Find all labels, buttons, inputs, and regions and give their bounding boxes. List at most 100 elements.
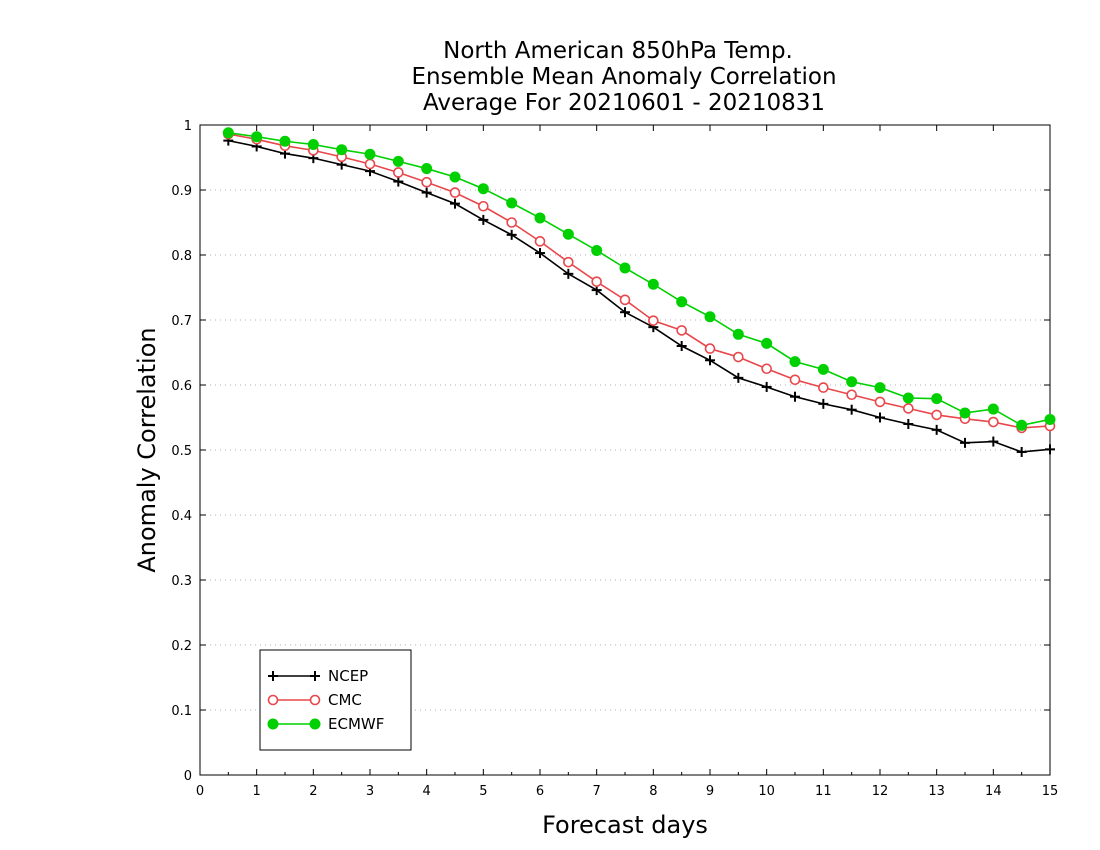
cmc-point-22 bbox=[846, 389, 857, 401]
legend-marker-start bbox=[267, 694, 279, 706]
x-tick-label: 10 bbox=[758, 784, 775, 799]
ncep-point-6 bbox=[393, 176, 404, 187]
ecmwf-point-17 bbox=[704, 311, 716, 323]
series-cmc bbox=[223, 128, 1056, 434]
y-tick-label: 0.7 bbox=[171, 314, 192, 329]
ecmwf-point-27 bbox=[987, 403, 999, 415]
x-tick-label: 1 bbox=[253, 784, 261, 799]
x-tick-label: 7 bbox=[593, 784, 601, 799]
ncep-point-9 bbox=[478, 214, 489, 225]
x-tick-label: 4 bbox=[423, 784, 431, 799]
gridlines bbox=[200, 189, 1050, 711]
ecmwf-point-12 bbox=[562, 228, 574, 240]
ecmwf-point-23 bbox=[874, 382, 886, 394]
y-tick-label: 1 bbox=[184, 119, 192, 134]
x-tick-label: 5 bbox=[479, 784, 487, 799]
x-tick-label: 15 bbox=[1042, 784, 1059, 799]
ncep-point-20 bbox=[790, 391, 800, 402]
cmc-point-8 bbox=[449, 187, 461, 198]
x-tick-label: 11 bbox=[815, 784, 832, 799]
ncep-point-21 bbox=[818, 398, 829, 409]
ecmwf-point-10 bbox=[506, 197, 518, 209]
ecmwf-point-7 bbox=[421, 163, 433, 175]
series-line-ecmwf bbox=[228, 132, 1051, 427]
ecmwf-point-5 bbox=[364, 148, 376, 160]
ncep-point-10 bbox=[506, 229, 517, 240]
ecmwf-point-8 bbox=[449, 171, 461, 183]
legend: NCEP CMC ECMWF bbox=[259, 649, 412, 751]
ecmwf-point-28 bbox=[1016, 419, 1028, 431]
ecmwf-point-16 bbox=[676, 296, 688, 308]
cmc-point-21 bbox=[818, 382, 829, 393]
ecmwf-point-1 bbox=[251, 131, 263, 143]
y-tick-label: 0.6 bbox=[171, 379, 192, 394]
x-tick-label: 9 bbox=[706, 784, 714, 799]
ncep-point-16 bbox=[676, 341, 687, 351]
x-axis-ticks: 0 1 2 3 4 5 6 7 8 9 10 11 12 13 14 15 bbox=[196, 125, 1058, 799]
ncep-point-25 bbox=[931, 424, 942, 435]
ecmwf-point-11 bbox=[534, 212, 546, 224]
ncep-point-14 bbox=[620, 307, 630, 318]
ecmwf-point-15 bbox=[647, 278, 659, 290]
cmc-point-7 bbox=[421, 176, 432, 188]
cmc-point-27 bbox=[988, 416, 999, 428]
series-line-cmc bbox=[228, 133, 1051, 429]
legend-marker-start bbox=[268, 671, 278, 681]
cmc-point-11 bbox=[534, 236, 546, 247]
ecmwf-point-21 bbox=[817, 363, 829, 375]
legend-item-ncep: NCEP bbox=[268, 667, 368, 685]
ncep-point-19 bbox=[761, 381, 772, 392]
legend-marker-start bbox=[267, 718, 279, 730]
cmc-point-9 bbox=[478, 200, 489, 212]
ncep-point-24 bbox=[903, 419, 914, 429]
y-tick-label: 0.9 bbox=[171, 184, 192, 199]
cmc-point-23 bbox=[874, 396, 886, 408]
x-axis-label: Forecast days bbox=[542, 811, 708, 839]
cmc-point-12 bbox=[563, 256, 574, 268]
ncep-point-27 bbox=[988, 436, 999, 447]
legend-item-cmc: CMC bbox=[267, 691, 362, 709]
legend-marker-end bbox=[309, 694, 321, 706]
ecmwf-point-29 bbox=[1044, 413, 1056, 425]
ecmwf-point-22 bbox=[846, 376, 858, 388]
ecmwf-point-20 bbox=[789, 356, 801, 368]
cmc-point-17 bbox=[704, 343, 716, 354]
ecmwf-point-13 bbox=[591, 244, 603, 256]
ecmwf-point-2 bbox=[279, 135, 291, 147]
cmc-point-13 bbox=[591, 276, 602, 287]
ecmwf-point-24 bbox=[902, 392, 914, 404]
cmc-point-5 bbox=[364, 158, 376, 170]
series-lines bbox=[222, 127, 1056, 457]
ncep-point-7 bbox=[421, 187, 432, 198]
x-tick-label: 12 bbox=[872, 784, 889, 799]
x-tick-label: 6 bbox=[536, 784, 544, 799]
x-tick-label: 2 bbox=[309, 784, 317, 799]
chart-title-line-2: Ensemble Mean Anomaly Correlation bbox=[411, 64, 836, 90]
legend-marker-end bbox=[310, 671, 320, 681]
cmc-point-14 bbox=[619, 294, 631, 306]
ecmwf-point-6 bbox=[392, 155, 404, 167]
cmc-point-18 bbox=[733, 351, 744, 363]
y-tick-label: 0 bbox=[184, 769, 192, 784]
legend-label-ecmwf: ECMWF bbox=[328, 715, 384, 733]
ecmwf-point-0 bbox=[222, 127, 234, 139]
cmc-point-19 bbox=[761, 363, 772, 375]
legend-item-ecmwf: ECMWF bbox=[267, 715, 384, 733]
series-ecmwf bbox=[222, 127, 1056, 431]
ncep-point-23 bbox=[875, 412, 885, 423]
ncep-point-8 bbox=[450, 198, 460, 209]
ecmwf-point-3 bbox=[307, 139, 319, 150]
ncep-point-18 bbox=[733, 372, 744, 383]
ncep-point-28 bbox=[1016, 446, 1027, 457]
y-tick-label: 0.1 bbox=[171, 704, 192, 719]
y-tick-label: 0.4 bbox=[171, 509, 192, 524]
ncep-point-22 bbox=[846, 404, 857, 415]
series-line-ncep bbox=[228, 139, 1051, 453]
cmc-point-20 bbox=[789, 374, 801, 386]
ncep-point-11 bbox=[535, 248, 545, 259]
y-tick-label: 0.5 bbox=[171, 444, 192, 459]
ecmwf-point-9 bbox=[477, 183, 489, 195]
x-tick-label: 14 bbox=[985, 784, 1002, 799]
cmc-point-25 bbox=[931, 409, 942, 421]
